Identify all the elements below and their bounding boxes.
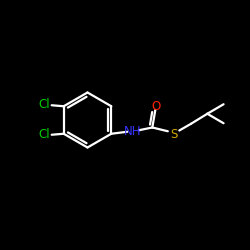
Text: NH: NH <box>124 125 142 138</box>
Text: S: S <box>171 128 178 141</box>
Text: Cl: Cl <box>38 128 50 141</box>
Text: O: O <box>151 100 160 113</box>
Text: Cl: Cl <box>38 98 50 112</box>
